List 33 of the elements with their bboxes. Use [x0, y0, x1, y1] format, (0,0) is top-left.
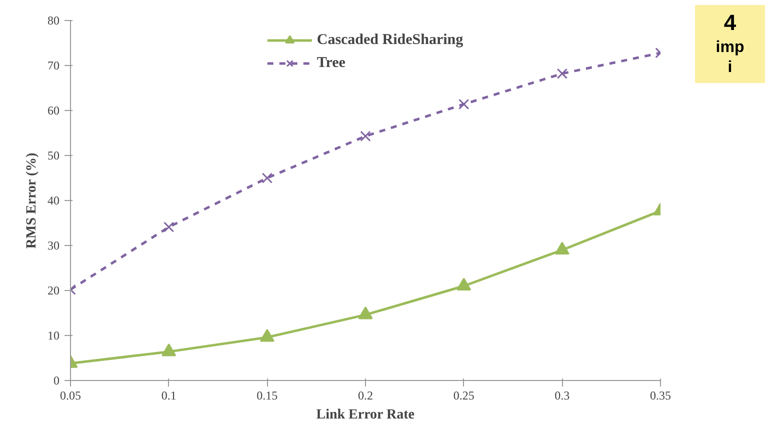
- point: [360, 130, 371, 142]
- point: [556, 68, 568, 79]
- text: i: [726, 58, 734, 78]
- x-tick-label: 0.15: [256, 388, 278, 402]
- x-tick-label: 0.2: [358, 388, 373, 402]
- x-tick-label: 0.05: [60, 388, 81, 402]
- text: 4: [722, 9, 738, 37]
- point: [554, 242, 570, 255]
- y-tick-label: 10: [48, 328, 60, 342]
- y-tick-label: 40: [48, 194, 60, 208]
- legend-label: Cascaded RideSharing: [316, 32, 464, 48]
- x-tick-label: 0.35: [650, 388, 671, 402]
- point: [163, 222, 174, 232]
- x-axis-title: Link Error Rate: [316, 408, 415, 422]
- x-tick-label: 0.25: [453, 388, 474, 402]
- y-tick-label: 0: [54, 374, 60, 388]
- x-tick-label: 0.1: [161, 388, 176, 402]
- y-tick-label: 80: [48, 14, 60, 28]
- point: [358, 306, 373, 320]
- y-axis-title: RMS Error (%): [24, 152, 40, 249]
- point: [262, 172, 273, 184]
- point: [456, 278, 472, 291]
- text: imp: [714, 38, 746, 58]
- point: [458, 98, 470, 110]
- x-tick-label: 0.3: [554, 388, 570, 402]
- y-tick-label: 30: [48, 238, 60, 252]
- legend-label: Tree: [316, 54, 346, 72]
- y-tick-label: 60: [48, 104, 60, 118]
- y-tick-label: 70: [48, 58, 60, 72]
- point: [260, 329, 274, 342]
- point: [162, 343, 176, 356]
- y-tick-label: 50: [48, 148, 60, 162]
- y-tick-label: 20: [48, 284, 60, 298]
